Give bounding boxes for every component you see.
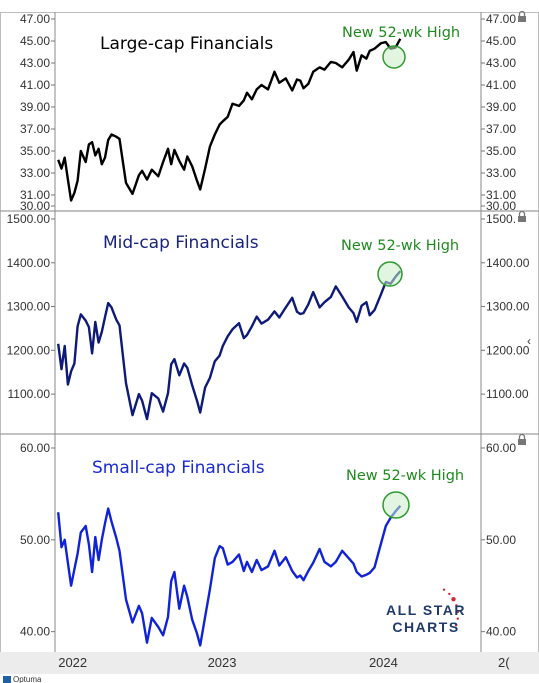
y-tick-label-left: 31.00 bbox=[20, 188, 50, 202]
panel-title: Small-cap Financials bbox=[92, 458, 265, 478]
y-tick-label-right: 47.00 bbox=[486, 12, 516, 26]
y-tick-label-left: 30.00 bbox=[20, 199, 50, 213]
y-tick-label-right: 31.00 bbox=[486, 188, 516, 202]
chart-frame bbox=[0, 12, 539, 653]
lock-icon bbox=[518, 433, 526, 445]
series-line bbox=[57, 505, 402, 647]
lock-icon bbox=[518, 10, 526, 22]
y-tick-label-right: 33.00 bbox=[486, 166, 516, 180]
y-tick-label-left: 1300.00 bbox=[7, 300, 51, 314]
y-tick-label-right: 43.00 bbox=[486, 56, 516, 70]
annotation-new-high: New 52-wk High bbox=[346, 468, 464, 484]
star-icon bbox=[451, 597, 456, 602]
x-tick-label: 2022 bbox=[58, 655, 87, 670]
star-icon bbox=[456, 610, 460, 614]
star-icon bbox=[455, 604, 458, 607]
y-tick-label-right: 1200.00 bbox=[486, 343, 530, 357]
panel-2: 1500.00 1500. 1400.00 1400.00 1300.00 1300.00… bbox=[7, 210, 530, 421]
panel-1: 47.00 47.00 45.00 45.00 43.00 43.00 41.00 41.00… bbox=[20, 10, 526, 213]
star-icon bbox=[442, 588, 446, 591]
y-tick-label-left: 1100.00 bbox=[8, 387, 51, 401]
x-axis-strip bbox=[0, 652, 539, 674]
y-tick-label-left: 39.00 bbox=[20, 100, 50, 114]
y-tick-label-right: 45.00 bbox=[486, 34, 516, 48]
y-tick-label-left: 60.00 bbox=[20, 441, 50, 455]
x-tick-label: 2( bbox=[498, 655, 510, 670]
new-high-circle bbox=[382, 45, 406, 69]
y-tick-label-right: 35.00 bbox=[486, 144, 516, 158]
y-tick-label-left: 33.00 bbox=[20, 166, 50, 180]
y-tick-label-left: 45.00 bbox=[20, 34, 50, 48]
x-tick-label: 2023 bbox=[208, 655, 237, 670]
y-tick-label-left: 1200.00 bbox=[7, 343, 51, 357]
y-tick-label-right: 30.00 bbox=[486, 199, 516, 213]
panel-title: Mid-cap Financials bbox=[103, 233, 259, 253]
source-mark: Optuma bbox=[3, 675, 42, 683]
y-tick-label-right: 1500. bbox=[486, 212, 516, 226]
y-tick-label-left: 35.00 bbox=[20, 144, 50, 158]
y-tick-label-right: 37.00 bbox=[486, 122, 516, 136]
y-tick-label-left: 37.00 bbox=[20, 122, 50, 136]
optuma-logo-icon bbox=[3, 676, 11, 683]
new-high-circle bbox=[377, 261, 403, 287]
y-tick-label-left: 40.00 bbox=[20, 625, 50, 639]
y-tick-label-left: 50.00 bbox=[20, 533, 50, 547]
x-tick-label: 2024 bbox=[369, 655, 398, 670]
y-tick-label-right: 39.00 bbox=[486, 100, 516, 114]
collapse-chevron-icon: ‹ bbox=[527, 334, 531, 348]
star-icon bbox=[456, 617, 459, 620]
y-tick-label-right: 41.00 bbox=[486, 78, 516, 92]
annotation-new-high: New 52-wk High bbox=[341, 238, 459, 254]
y-tick-label-right: 40.00 bbox=[486, 625, 516, 639]
y-tick-label-right: 1300.00 bbox=[486, 300, 530, 314]
series-line bbox=[57, 270, 402, 421]
annotation-new-high: New 52-wk High bbox=[342, 25, 460, 41]
y-tick-label-left: 41.00 bbox=[20, 78, 50, 92]
series-line bbox=[57, 38, 402, 202]
new-high-circle bbox=[382, 491, 410, 519]
y-tick-label-right: 60.00 bbox=[486, 441, 516, 455]
y-tick-label-right: 50.00 bbox=[486, 533, 516, 547]
panel-3: 60.00 60.00 50.00 50.00 40.00 40.00 Small-cap … bbox=[20, 433, 526, 647]
y-tick-label-right: 1400.00 bbox=[486, 256, 530, 270]
logo-text-line2: CHARTS bbox=[392, 619, 459, 635]
y-tick-label-left: 43.00 bbox=[20, 56, 50, 70]
panel-title: Large-cap Financials bbox=[100, 34, 273, 54]
y-tick-label-left: 1500.00 bbox=[7, 212, 51, 226]
logo-text-line1: ALL STAR bbox=[386, 602, 466, 618]
star-icon bbox=[448, 592, 451, 596]
y-tick-label-right: 1100.00 bbox=[486, 387, 529, 401]
y-tick-label-left: 1400.00 bbox=[7, 256, 51, 270]
lock-icon bbox=[518, 210, 526, 222]
y-tick-label-left: 47.00 bbox=[20, 12, 50, 26]
source-text: Optuma bbox=[13, 675, 42, 683]
star-icon bbox=[454, 624, 458, 627]
